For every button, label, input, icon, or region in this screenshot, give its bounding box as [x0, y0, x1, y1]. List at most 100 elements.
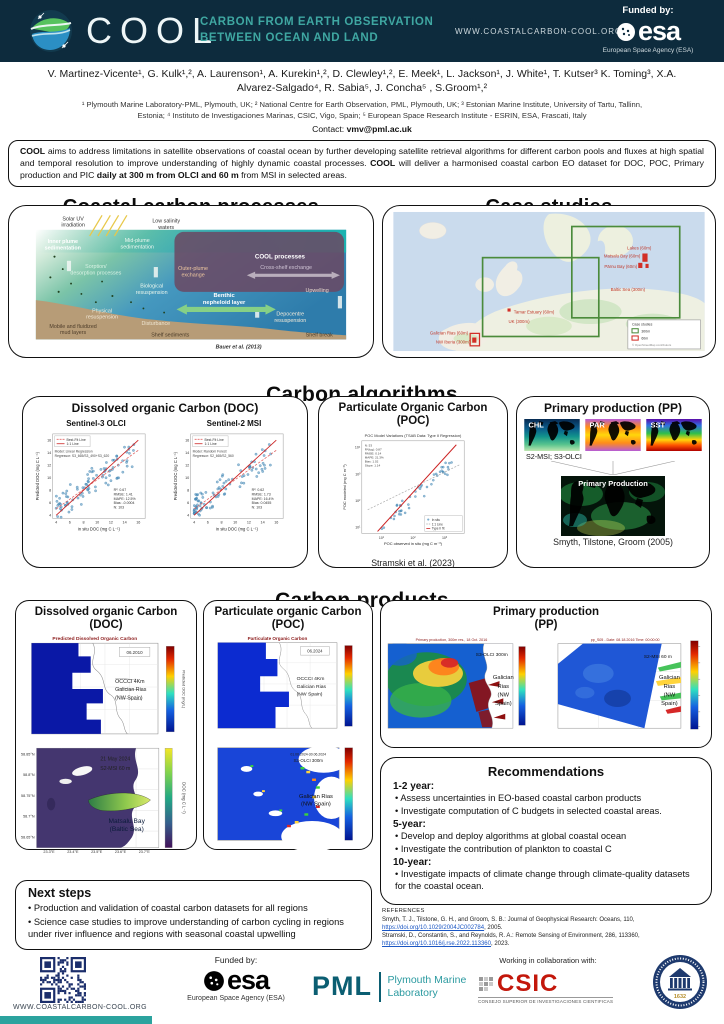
abstract-bold-3: daily at 300 m from OLCI and 60 m — [96, 170, 239, 180]
poc-products-panel: Particulate organic Carbon (POC) Particu… — [203, 600, 373, 851]
ref1-year: , 2005. — [484, 924, 503, 931]
abstract-text-2: will deliver a harmonised coastal carbon… — [20, 158, 704, 180]
svg-text:8: 8 — [49, 488, 51, 492]
doc-products-panel: Dissolved organic Carbon (DOC) Predicted… — [15, 600, 197, 854]
pp-algo-title: Primary production (PP) — [543, 401, 683, 415]
svg-text:10: 10 — [233, 520, 237, 524]
contact-email: vmv@pml.ac.uk — [346, 123, 412, 134]
rec-1-bullet-2: • Investigate computation of C budgets i… — [395, 805, 662, 816]
footer-esa-caption: European Space Agency (ESA) — [187, 995, 285, 1002]
label-inner-1: Inner plume — [48, 239, 78, 245]
authors-line1: V. Martinez-Vicente¹, G. Kulk¹,², A. Lau… — [47, 68, 677, 80]
doc-s3-ylabel: Predicted DOC (mg C L⁻¹) — [35, 451, 40, 500]
pp-prod-title1: Primary production — [492, 606, 600, 618]
poc-prod-title1: Particulate organic Carbon — [214, 606, 362, 618]
poc-prod-map2: 01.06.2024-30.06.2024 S3-OLCI 300m Galic… — [217, 746, 353, 851]
poc-xtick-2: 10³ — [442, 536, 448, 540]
poc-ytick-0: 10¹ — [355, 526, 361, 530]
abstract-text-1: aims to address limitations in satellite… — [20, 146, 704, 168]
tartu-seal: 1632 — [652, 954, 708, 1010]
abstract-bold-2: COOL — [370, 158, 396, 168]
pp-map1-l1: Galician — [493, 676, 514, 682]
doc-s2-ylabel: Predicted DOC (mg C L⁻¹) — [173, 451, 178, 500]
pp-prod-title2: (PP) — [534, 619, 558, 632]
doc-s3-stat-bias: Bias: -0.0004 — [114, 501, 135, 505]
svg-text:16: 16 — [136, 520, 140, 524]
pml-logo: PML Plymouth Marine Laboratory — [312, 971, 466, 1002]
doc-algorithm-panel: Dissolved organic Carbon (DOC) Sentinel-… — [22, 396, 308, 568]
doc-s2-legend1: Best-Fit Line — [204, 438, 223, 442]
svg-text:12: 12 — [185, 463, 189, 467]
poc-plot: POC Model Variations (TSAB Data: Type II… — [342, 433, 465, 547]
ref1-doi-link[interactable]: https://doi.org/10.1029/2004JC002784 — [382, 924, 485, 931]
doc-s3-legend1: Best-Fit Line — [66, 438, 85, 442]
label-depocentre-2: resuspension — [274, 318, 306, 324]
ref2-doi-link[interactable]: https://doi.org/10.1016/j.rse.2022.11336… — [382, 941, 491, 948]
doc-map2-xtick-4: 23.7°E — [139, 850, 151, 854]
abstract-bold-1: COOL — [20, 146, 46, 156]
contact-line: Contact: vmv@pml.ac.uk — [10, 124, 714, 134]
pp-map2-l4: Spain) — [661, 702, 678, 708]
poc-map2-sensor: S3-OLCI 300m — [293, 759, 323, 764]
doc-map2-date: 21 May 2024 — [100, 757, 130, 763]
poc-stat-5: Slope: 1.14 — [365, 464, 381, 468]
case-label-iberia: NW Iberia (300m) — [436, 340, 471, 345]
label-bio-2: resuspension — [136, 290, 168, 296]
poc-prod-map1: Particulate Organic Carbon 06.2024 OCCCI… — [217, 636, 353, 729]
cool-globe-icon — [30, 10, 72, 52]
doc-prod-title1: Dissolved organic Carbon — [34, 606, 178, 618]
esa-dot-icon-footer — [204, 970, 224, 991]
ref1-text: Smyth, T. J., Tilstone, G. H., and Groom… — [382, 916, 635, 923]
collaboration-label: Working in collaboration with: — [499, 956, 597, 965]
esa-caption: European Space Agency (ESA) — [602, 47, 694, 54]
poc-map1-title: Particulate Organic Carbon — [248, 636, 308, 641]
svg-text:14: 14 — [123, 520, 127, 524]
par-map: PAR — [585, 418, 641, 451]
csic-logo: CSIC CONSEJO SUPERIOR DE INVESTIGACIONES… — [478, 970, 614, 1004]
doc-s2-stat-mape: MAPE: 16.4% — [252, 497, 275, 501]
doc-s2-plot: Best-Fit Line 1:1 Line Model: Random For… — [173, 433, 284, 531]
case-label-rias: Galician Rias (60m) — [430, 330, 469, 335]
cool-logo: COOL — [28, 8, 220, 54]
poc-map1-date: 06.2024 — [307, 649, 323, 654]
label-shelf-sediments: Shelf sediments — [151, 332, 189, 338]
svg-text:4: 4 — [193, 520, 195, 524]
pp-map2-title: pp_S05 - Date: 08.18.2016 Time: 00:00:00 — [591, 638, 660, 642]
references-block: REFERENCES Smyth, T. J., Tilstone, G. H.… — [382, 908, 712, 948]
label-disturbance: Disturbance — [142, 321, 171, 327]
doc-s3-xlabel: in situ DOC (mg C L⁻¹) — [78, 526, 120, 531]
csic-logo-text: CSIC — [497, 970, 559, 997]
label-solar-1: Solar UV — [62, 216, 84, 222]
label-benthic-1: Benthic — [213, 293, 235, 299]
contact-label: Contact: — [312, 123, 347, 134]
doc-map1-date: 06.2010 — [126, 650, 143, 655]
poster-title: CARBON FROM EARTH OBSERVATION BETWEEN OC… — [200, 15, 433, 46]
poc-map2-label1: Galician Rias — [299, 794, 333, 800]
poc-legend-2: Type II fit — [432, 527, 445, 531]
doc-prod-map1: Predicted Dissolved Organic Carbon 06.20… — [31, 637, 186, 735]
poc-legend-0: In situ — [432, 518, 441, 522]
label-lowsal-2: waters — [157, 225, 174, 231]
poc-map1-label3: (NW Spain) — [297, 692, 323, 698]
doc-map2-xtick-3: 23.6°E — [115, 850, 127, 854]
references-heading: REFERENCES — [382, 908, 425, 914]
reference-1: Smyth, T. J., Tilstone, G. H., and Groom… — [382, 916, 712, 932]
label-upwelling: Upwelling — [306, 288, 329, 294]
case-label-matsalu: Matsalu Bay (60m) — [604, 254, 641, 259]
label-inner-2: sedimentation — [45, 245, 81, 251]
poc-stat-0: N: 53 — [365, 444, 373, 448]
doc-s3-legend2: 1:1 Line — [66, 442, 78, 446]
poc-stat-2: RMSE: 0.14 — [365, 452, 382, 456]
footer: WWW.COASTALCARBON-COOL.ORG Funded by: es… — [0, 954, 724, 1016]
label-cross-shelf: Cross-shelf exchange — [260, 265, 312, 271]
footer-esa-block: Funded by: esa European Space Agency (ES… — [178, 955, 294, 1002]
poc-ytick-2: 10³ — [355, 473, 361, 477]
coastal-processes-panel: Solar UV irradiation Low salinity waters… — [8, 205, 374, 358]
doc-s3-model1: Model: Linear Regression — [55, 449, 93, 453]
case-studies-map: Lakes (60m) Matsalu Bay (60m) Pärnu Bay … — [393, 211, 705, 352]
pp-map1-title: Primary production, 300m res., 18 Oct. 2… — [416, 638, 488, 642]
rec-1-bullet-1: • Assess uncertainties in EO-based coast… — [395, 793, 642, 803]
svg-text:14: 14 — [261, 520, 265, 524]
pp-products-panel: Primary production (PP) Primary producti… — [380, 600, 712, 748]
footer-website: WWW.COASTALCARBON-COOL.ORG — [13, 1004, 147, 1011]
